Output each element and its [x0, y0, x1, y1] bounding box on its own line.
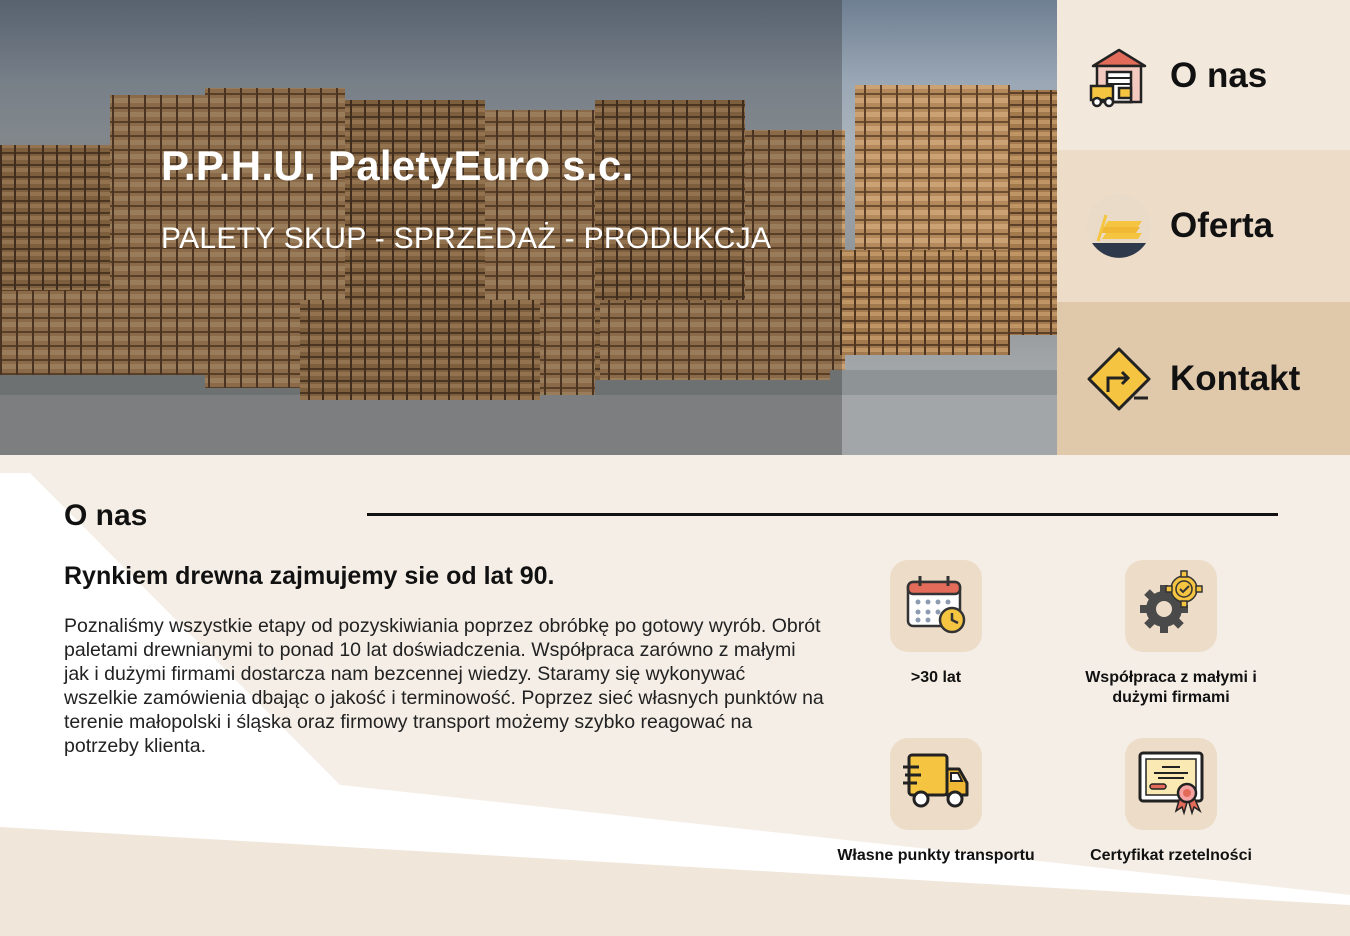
- section-lead: Rynkiem drewna zajmujemy sie od lat 90.: [64, 562, 555, 590]
- warehouse-forklift-icon: [1086, 43, 1152, 109]
- pallets-photo: [0, 85, 1057, 455]
- company-name: P.P.H.U. PaletyEuro s.c.: [161, 142, 634, 189]
- title-divider: [367, 513, 1278, 516]
- nav-label: Kontakt: [1170, 358, 1301, 398]
- direction-sign-icon: [1086, 346, 1152, 412]
- background-shape: [0, 473, 1350, 936]
- section-title: O nas: [64, 499, 148, 532]
- feature-caption: Współpraca z małymi i dużymi firmami: [1085, 669, 1257, 706]
- feature-tile: [890, 560, 982, 652]
- feature-caption: >30 lat: [910, 669, 962, 686]
- nav-item-o-nas[interactable]: O nas: [1057, 0, 1350, 152]
- gears-icon: [1136, 569, 1206, 644]
- feature-tile: [1125, 560, 1217, 652]
- feature-caption: Własne punkty transportu: [837, 847, 1035, 864]
- feature-certificate: Certyfikat rzetelności: [1071, 738, 1271, 866]
- about-section: O nas Rynkiem drewna zajmujemy sie od la…: [0, 455, 1350, 936]
- nav-label: O nas: [1170, 56, 1268, 95]
- feature-experience: >30 lat: [836, 560, 1036, 688]
- feature-cooperation: Współpraca z małymi i dużymi firmami: [1071, 560, 1271, 708]
- hero-overlay: [0, 0, 842, 455]
- section-body: Poznaliśmy wszystkie etapy od pozyskiwia…: [64, 615, 824, 757]
- wood-planks-icon: [1086, 193, 1152, 259]
- hero-banner: P.P.H.U. PaletyEuro s.c. PALETY SKUP - S…: [0, 0, 1057, 455]
- delivery-truck-icon: [901, 747, 971, 822]
- company-tagline: PALETY SKUP - SPRZEDAŻ - PRODUKCJA: [161, 222, 772, 255]
- calendar-clock-icon: [904, 572, 968, 641]
- feature-caption: Certyfikat rzetelności: [1090, 847, 1252, 864]
- nav-item-oferta[interactable]: Oferta: [1057, 150, 1350, 302]
- feature-tile: [1125, 738, 1217, 830]
- feature-transport: Własne punkty transportu: [836, 738, 1036, 866]
- certificate-icon: [1136, 747, 1206, 822]
- nav-label: Oferta: [1170, 206, 1274, 245]
- side-navigation: O nas Oferta Kontakt: [1057, 0, 1350, 455]
- nav-item-kontakt[interactable]: Kontakt: [1057, 302, 1350, 455]
- feature-tile: [890, 738, 982, 830]
